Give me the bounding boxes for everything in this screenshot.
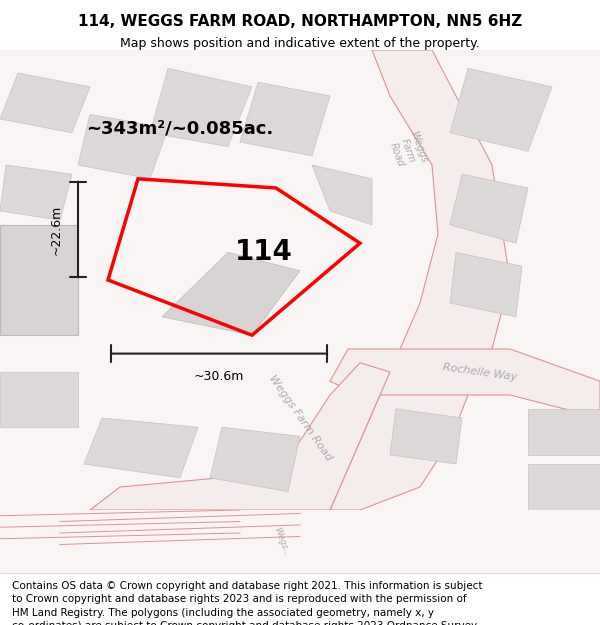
Text: Rochelle Way: Rochelle Way (442, 362, 518, 382)
Text: Wegs...: Wegs... (272, 526, 292, 558)
Polygon shape (162, 253, 300, 335)
Text: Map shows position and indicative extent of the property.: Map shows position and indicative extent… (120, 38, 480, 51)
Polygon shape (150, 68, 252, 147)
Polygon shape (240, 82, 330, 156)
Polygon shape (0, 73, 90, 132)
Bar (0, 510, 600, 573)
Polygon shape (450, 174, 528, 243)
Polygon shape (0, 372, 78, 428)
Text: 114, WEGGS FARM ROAD, NORTHAMPTON, NN5 6HZ: 114, WEGGS FARM ROAD, NORTHAMPTON, NN5 6… (78, 14, 522, 29)
Polygon shape (0, 225, 78, 335)
Text: ~30.6m: ~30.6m (194, 370, 244, 382)
Polygon shape (528, 464, 600, 510)
Text: ~22.6m: ~22.6m (50, 204, 63, 254)
Polygon shape (450, 253, 522, 317)
Polygon shape (390, 409, 462, 464)
Text: Weggs
Farm
Road: Weggs Farm Road (387, 130, 429, 173)
Polygon shape (210, 428, 300, 492)
Text: Weggs Farm Road: Weggs Farm Road (266, 373, 334, 462)
Polygon shape (90, 362, 390, 510)
Polygon shape (450, 68, 552, 151)
Polygon shape (330, 349, 600, 418)
Polygon shape (84, 418, 198, 478)
Text: 114: 114 (235, 238, 293, 266)
Polygon shape (528, 409, 600, 455)
Text: ~343m²/~0.085ac.: ~343m²/~0.085ac. (86, 119, 274, 138)
Polygon shape (330, 50, 510, 510)
Text: Contains OS data © Crown copyright and database right 2021. This information is : Contains OS data © Crown copyright and d… (12, 581, 482, 625)
Polygon shape (312, 165, 372, 225)
Polygon shape (0, 165, 72, 220)
Polygon shape (78, 114, 168, 179)
